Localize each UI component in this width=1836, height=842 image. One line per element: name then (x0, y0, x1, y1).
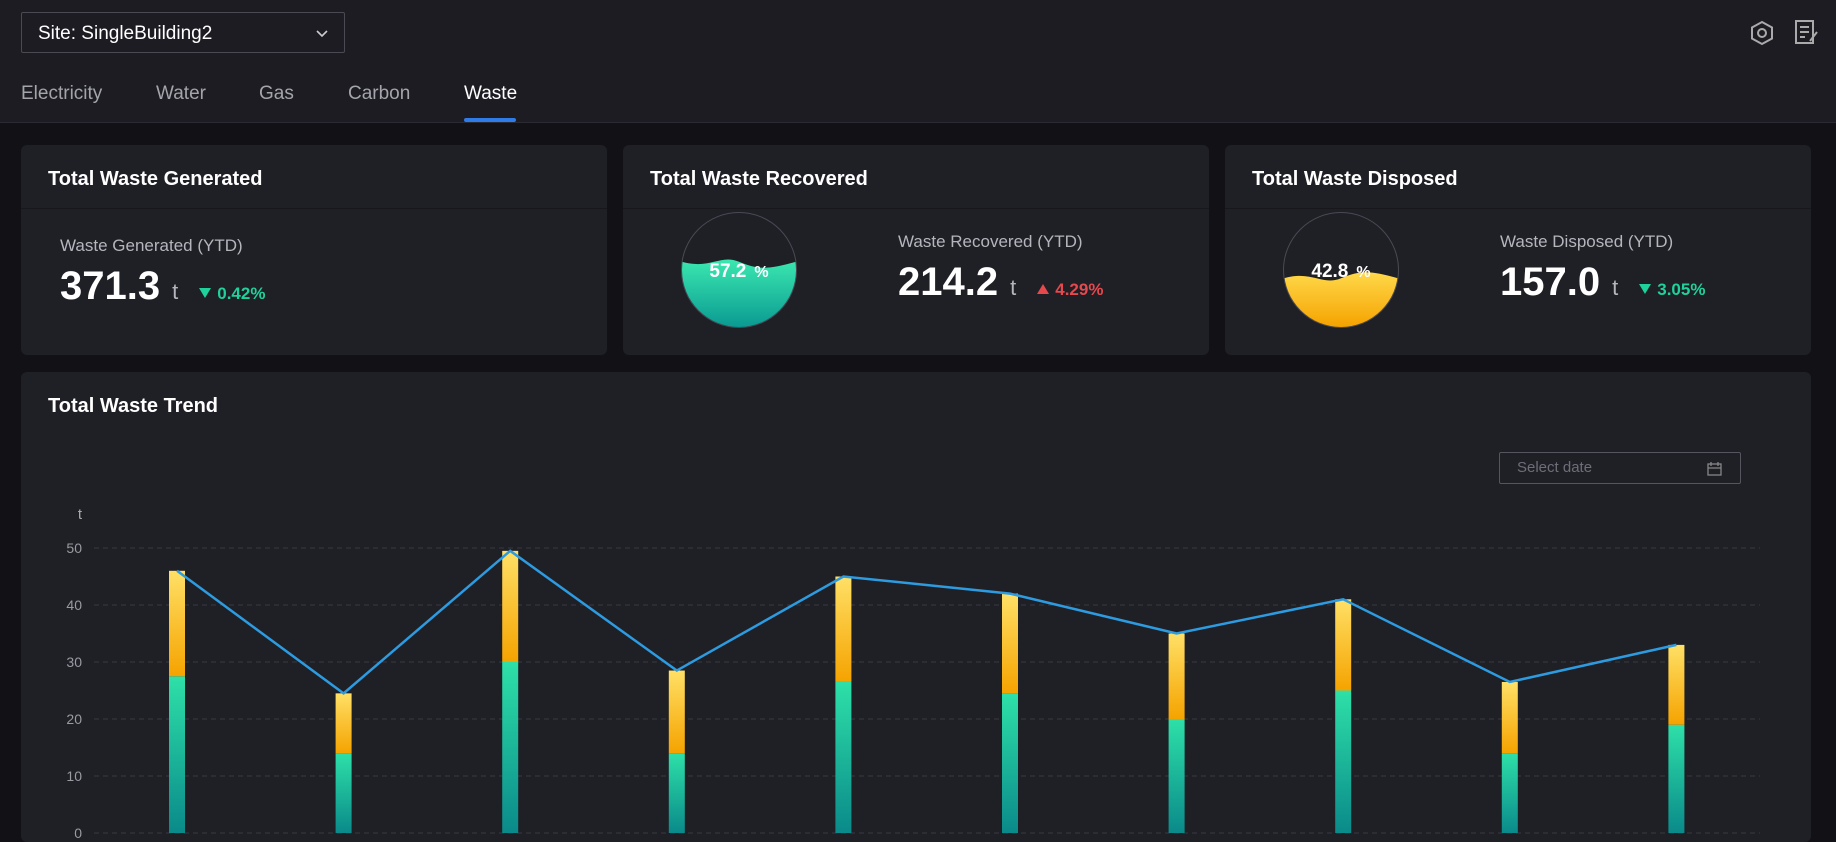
card-separator (1225, 208, 1811, 209)
bar-segment (1501, 753, 1518, 833)
metric-label: Waste Disposed (YTD) (1500, 232, 1674, 251)
trend-card: Total Waste Trend Select date t 0 10 20 30 40… (21, 372, 1811, 842)
metric-label: Waste Recovered (YTD) (898, 232, 1083, 251)
card-separator (623, 208, 1209, 209)
tab[interactable]: Carbon (348, 83, 411, 104)
settings-icon[interactable] (1749, 20, 1775, 46)
bar-segment (1501, 681, 1518, 754)
y-tick-label: 20 (66, 711, 82, 727)
change-value: 0.42% (217, 284, 266, 303)
bar-segment (668, 670, 685, 754)
metric-value: 214.2 (898, 260, 999, 304)
metric-row: 157.0 t 3.05% (1500, 260, 1705, 305)
top-bar (0, 0, 1836, 123)
metric-label: Waste Generated (YTD) (60, 236, 243, 255)
change-value: 4.29% (1055, 280, 1104, 299)
change-arrow (1639, 284, 1652, 294)
date-placeholder: Select date (1517, 459, 1593, 476)
gauge-label: 42.8% (1311, 261, 1370, 282)
tab[interactable]: Waste (464, 83, 518, 104)
gauge-unit: % (1356, 264, 1370, 281)
active-tab-indicator (464, 118, 516, 122)
bar-segment (1668, 724, 1685, 833)
tab[interactable]: Water (156, 83, 206, 104)
y-tick-label: 50 (66, 540, 82, 556)
kpi-card: Total Waste Disposed Waste Disposed (YTD)… (1225, 145, 1811, 355)
bar-segment (335, 693, 352, 754)
bar-segment (1168, 719, 1185, 833)
bar-segment (169, 676, 185, 833)
bar-segment (1335, 690, 1352, 833)
gauge: 57.2% (681, 212, 797, 328)
site-select[interactable]: Site: SingleBuilding2 (21, 12, 345, 53)
card-title: Total Waste Generated (48, 168, 263, 190)
y-axis-label: t (78, 506, 83, 523)
calendar-icon (1707, 462, 1722, 476)
y-tick-label: 30 (66, 654, 82, 670)
metric-row: 214.2 t 4.29% (898, 260, 1103, 305)
bar-segment (169, 570, 185, 677)
bar-segment (335, 753, 352, 833)
arrow (1037, 284, 1050, 294)
kpi-card: Total Waste Recovered Waste Recovered (YT… (623, 145, 1209, 355)
arrow (1639, 284, 1652, 294)
bar-segment (1002, 693, 1018, 833)
metric-value: 157.0 (1500, 260, 1601, 304)
change-value: 3.05% (1657, 280, 1706, 299)
card-title: Total Waste Recovered (650, 168, 868, 190)
card-separator (21, 208, 607, 209)
gauge-value: 42.8 (1311, 261, 1348, 282)
trend-title: Total Waste Trend (48, 395, 219, 417)
tab[interactable]: Electricity (21, 83, 103, 104)
bar-segment (1668, 644, 1685, 725)
metric-unit: t (1010, 275, 1017, 300)
bar-segment (835, 576, 852, 682)
metric-unit: t (1612, 275, 1619, 300)
arrow (199, 288, 212, 298)
bar-segment (668, 753, 685, 833)
y-tick-label: 40 (66, 597, 82, 613)
bar-segment (502, 662, 519, 833)
bar-segment (1335, 599, 1352, 691)
gauge-fill (1284, 272, 1398, 327)
gauge-value: 57.2 (709, 261, 746, 282)
card-title: Total Waste Disposed (1252, 168, 1458, 190)
gauge-unit: % (754, 264, 768, 281)
gauge-label: 57.2% (709, 261, 768, 282)
total-line (176, 549, 1677, 695)
trend-chart: t 0 10 20 30 40 50 (66, 506, 1760, 841)
date-picker[interactable]: Select date (1499, 452, 1741, 484)
bar-segment (1002, 593, 1018, 694)
gauge: 42.8% (1283, 212, 1399, 328)
metric-value: 371.3 (60, 264, 161, 308)
bar-segment (1168, 633, 1185, 719)
report-icon[interactable] (1793, 19, 1819, 47)
change-arrow (1037, 284, 1050, 294)
metric-unit: t (172, 279, 179, 304)
kpi-card: Total Waste Generated Waste Generated (YT… (21, 145, 607, 355)
metric-row: 371.3 t 0.42% (60, 264, 265, 309)
site-select-text: Site: SingleBuilding2 (38, 23, 213, 44)
bar-segment (835, 681, 852, 833)
y-tick-label: 10 (66, 768, 82, 784)
bar-segment (502, 550, 519, 662)
gauge-fill (682, 259, 796, 327)
chevron (316, 30, 328, 38)
tab[interactable]: Gas (259, 83, 294, 104)
y-tick-label: 0 (74, 825, 82, 841)
change-arrow (199, 288, 212, 298)
